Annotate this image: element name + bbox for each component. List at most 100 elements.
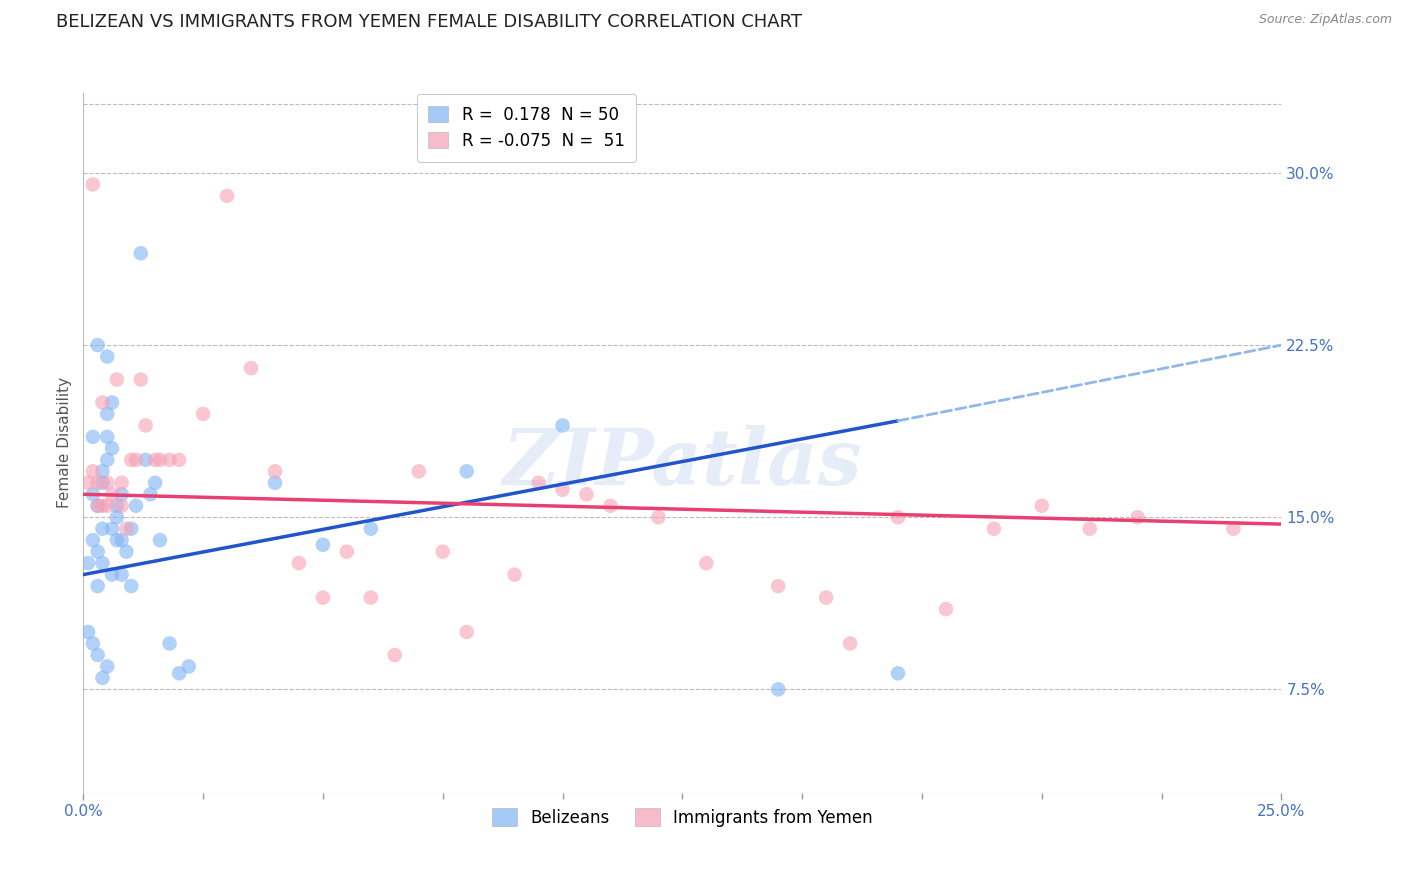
Point — [695, 556, 717, 570]
Point — [77, 625, 100, 640]
Point — [599, 499, 621, 513]
Point — [101, 442, 124, 456]
Point — [125, 453, 148, 467]
Point — [983, 522, 1005, 536]
Point — [101, 522, 124, 536]
Point — [839, 636, 862, 650]
Point — [91, 556, 114, 570]
Point — [766, 579, 789, 593]
Point — [240, 361, 263, 376]
Y-axis label: Female Disability: Female Disability — [58, 377, 72, 508]
Point — [86, 475, 108, 490]
Point — [456, 464, 478, 478]
Point — [887, 510, 910, 524]
Point — [77, 475, 100, 490]
Point — [111, 487, 134, 501]
Point — [96, 430, 118, 444]
Text: BELIZEAN VS IMMIGRANTS FROM YEMEN FEMALE DISABILITY CORRELATION CHART: BELIZEAN VS IMMIGRANTS FROM YEMEN FEMALE… — [56, 13, 803, 31]
Point — [149, 533, 172, 548]
Point — [101, 487, 124, 501]
Point — [91, 522, 114, 536]
Point — [139, 487, 162, 501]
Point — [105, 372, 128, 386]
Point — [86, 579, 108, 593]
Point — [129, 246, 152, 260]
Point — [96, 350, 118, 364]
Point — [551, 418, 574, 433]
Point — [82, 464, 104, 478]
Point — [143, 453, 166, 467]
Point — [111, 499, 134, 513]
Point — [101, 567, 124, 582]
Point — [167, 453, 190, 467]
Point — [115, 544, 138, 558]
Point — [1031, 499, 1053, 513]
Point — [86, 338, 108, 352]
Point — [82, 430, 104, 444]
Point — [167, 666, 190, 681]
Point — [149, 453, 172, 467]
Point — [935, 602, 957, 616]
Point — [551, 483, 574, 497]
Point — [135, 453, 157, 467]
Point — [575, 487, 598, 501]
Point — [527, 475, 550, 490]
Point — [143, 475, 166, 490]
Legend: Belizeans, Immigrants from Yemen: Belizeans, Immigrants from Yemen — [485, 802, 879, 833]
Point — [77, 556, 100, 570]
Point — [125, 499, 148, 513]
Point — [111, 533, 134, 548]
Point — [105, 533, 128, 548]
Point — [1126, 510, 1149, 524]
Point — [1078, 522, 1101, 536]
Point — [120, 453, 142, 467]
Point — [105, 510, 128, 524]
Point — [96, 499, 118, 513]
Point — [96, 453, 118, 467]
Point — [91, 395, 114, 409]
Point — [120, 579, 142, 593]
Point — [384, 648, 406, 662]
Point — [111, 475, 134, 490]
Point — [96, 407, 118, 421]
Point — [432, 544, 454, 558]
Point — [159, 636, 181, 650]
Text: ZIPatlas: ZIPatlas — [503, 425, 862, 502]
Point — [82, 178, 104, 192]
Point — [288, 556, 311, 570]
Point — [887, 666, 910, 681]
Point — [120, 522, 142, 536]
Point — [111, 567, 134, 582]
Point — [91, 671, 114, 685]
Point — [96, 475, 118, 490]
Point — [312, 538, 335, 552]
Point — [86, 499, 108, 513]
Point — [1222, 522, 1244, 536]
Point — [91, 499, 114, 513]
Point — [766, 682, 789, 697]
Point — [815, 591, 838, 605]
Point — [96, 659, 118, 673]
Text: Source: ZipAtlas.com: Source: ZipAtlas.com — [1258, 13, 1392, 27]
Point — [647, 510, 669, 524]
Point — [91, 475, 114, 490]
Point — [159, 453, 181, 467]
Point — [105, 499, 128, 513]
Point — [360, 522, 382, 536]
Point — [177, 659, 200, 673]
Point — [101, 395, 124, 409]
Point — [456, 625, 478, 640]
Point — [82, 487, 104, 501]
Point — [312, 591, 335, 605]
Point — [264, 464, 287, 478]
Point — [503, 567, 526, 582]
Point — [82, 636, 104, 650]
Point — [86, 648, 108, 662]
Point — [336, 544, 359, 558]
Point — [129, 372, 152, 386]
Point — [264, 475, 287, 490]
Point — [86, 499, 108, 513]
Point — [86, 544, 108, 558]
Point — [91, 464, 114, 478]
Point — [408, 464, 430, 478]
